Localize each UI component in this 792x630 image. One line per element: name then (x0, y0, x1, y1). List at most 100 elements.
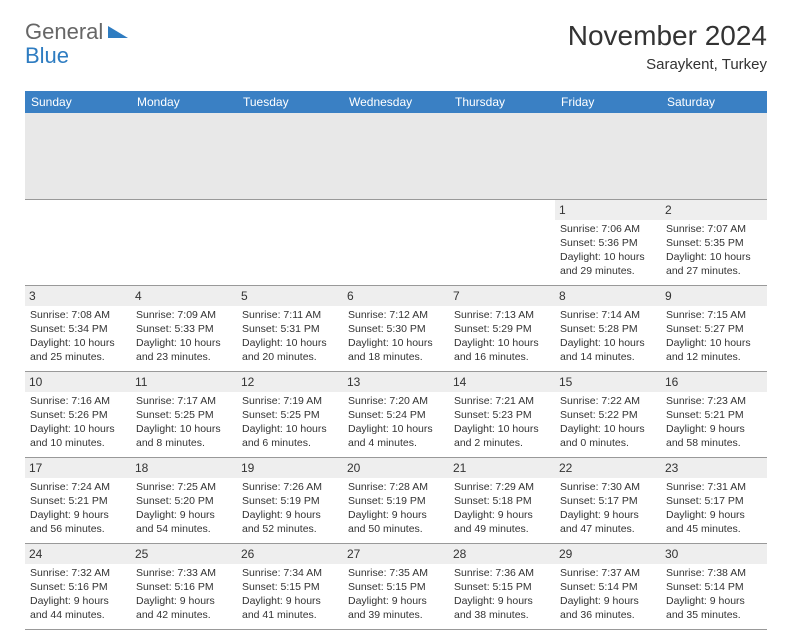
day-number: 5 (237, 286, 343, 306)
day-sunset: Sunset: 5:19 PM (348, 494, 444, 508)
day-dl1: Daylight: 9 hours (136, 508, 232, 522)
day-sunset: Sunset: 5:26 PM (30, 408, 126, 422)
day-sunrise: Sunrise: 7:11 AM (242, 308, 338, 322)
logo-wedge-icon (108, 26, 128, 38)
day-dl1: Daylight: 10 hours (454, 422, 550, 436)
day-dl2: and 12 minutes. (666, 350, 762, 364)
day-dl1: Daylight: 10 hours (348, 336, 444, 350)
day-cell: 1Sunrise: 7:06 AMSunset: 5:36 PMDaylight… (555, 199, 661, 285)
col-wednesday: Wednesday (343, 91, 449, 113)
day-dl2: and 39 minutes. (348, 608, 444, 622)
day-cell: 28Sunrise: 7:36 AMSunset: 5:15 PMDayligh… (449, 543, 555, 629)
day-sunrise: Sunrise: 7:31 AM (666, 480, 762, 494)
weekday-header-row: Sunday Monday Tuesday Wednesday Thursday… (25, 91, 767, 113)
day-sunrise: Sunrise: 7:26 AM (242, 480, 338, 494)
day-sunrise: Sunrise: 7:36 AM (454, 566, 550, 580)
day-sunset: Sunset: 5:16 PM (136, 580, 232, 594)
day-dl2: and 8 minutes. (136, 436, 232, 450)
day-number: 22 (555, 458, 661, 478)
day-number: 26 (237, 544, 343, 564)
day-sunrise: Sunrise: 7:29 AM (454, 480, 550, 494)
day-dl1: Daylight: 9 hours (30, 508, 126, 522)
day-number: 8 (555, 286, 661, 306)
day-cell: 19Sunrise: 7:26 AMSunset: 5:19 PMDayligh… (237, 457, 343, 543)
day-number: 1 (555, 200, 661, 220)
day-sunrise: Sunrise: 7:16 AM (30, 394, 126, 408)
day-number: 2 (661, 200, 767, 220)
day-dl2: and 2 minutes. (454, 436, 550, 450)
day-dl1: Daylight: 9 hours (666, 508, 762, 522)
day-number: 29 (555, 544, 661, 564)
day-sunset: Sunset: 5:15 PM (242, 580, 338, 594)
day-sunset: Sunset: 5:25 PM (242, 408, 338, 422)
logo: General Blue (25, 20, 128, 68)
day-dl2: and 50 minutes. (348, 522, 444, 536)
day-number: 10 (25, 372, 131, 392)
week-row: 3Sunrise: 7:08 AMSunset: 5:34 PMDaylight… (25, 285, 767, 371)
day-cell: 30Sunrise: 7:38 AMSunset: 5:14 PMDayligh… (661, 543, 767, 629)
day-cell: 18Sunrise: 7:25 AMSunset: 5:20 PMDayligh… (131, 457, 237, 543)
day-cell: 21 Sunrise: 7:29 AMSunset: 5:18 PMDayligh… (449, 457, 555, 543)
day-dl1: Daylight: 9 hours (454, 508, 550, 522)
day-number: 7 (449, 286, 555, 306)
day-cell: 29Sunrise: 7:37 AMSunset: 5:14 PMDayligh… (555, 543, 661, 629)
day-dl1: Daylight: 10 hours (30, 422, 126, 436)
day-sunrise: Sunrise: 7:23 AM (666, 394, 762, 408)
day-dl2: and 10 minutes. (30, 436, 126, 450)
day-sunrise: Sunrise: 7:24 AM (30, 480, 126, 494)
day-cell: 6Sunrise: 7:12 AMSunset: 5:30 PMDaylight… (343, 285, 449, 371)
day-sunrise: Sunrise: 7:17 AM (136, 394, 232, 408)
day-sunset: Sunset: 5:17 PM (560, 494, 656, 508)
day-sunrise: Sunrise: 7:13 AM (454, 308, 550, 322)
day-dl2: and 41 minutes. (242, 608, 338, 622)
day-dl2: and 52 minutes. (242, 522, 338, 536)
day-cell: 14Sunrise: 7:21 AMSunset: 5:23 PMDayligh… (449, 371, 555, 457)
day-number: 13 (343, 372, 449, 392)
day-number: 23 (661, 458, 767, 478)
day-sunrise: Sunrise: 7:28 AM (348, 480, 444, 494)
day-cell: 8Sunrise: 7:14 AMSunset: 5:28 PMDaylight… (555, 285, 661, 371)
day-cell: 9Sunrise: 7:15 AMSunset: 5:27 PMDaylight… (661, 285, 767, 371)
col-sunday: Sunday (25, 91, 131, 113)
day-cell: 13Sunrise: 7:20 AMSunset: 5:24 PMDayligh… (343, 371, 449, 457)
day-dl2: and 18 minutes. (348, 350, 444, 364)
day-cell: 2Sunrise: 7:07 AMSunset: 5:35 PMDaylight… (661, 199, 767, 285)
col-thursday: Thursday (449, 91, 555, 113)
day-cell: 26 Sunrise: 7:34 AMSunset: 5:15 PMDayligh… (237, 543, 343, 629)
day-dl1: Daylight: 9 hours (242, 594, 338, 608)
day-dl1: Daylight: 10 hours (30, 336, 126, 350)
day-dl2: and 6 minutes. (242, 436, 338, 450)
day-number: 21 (449, 458, 555, 478)
col-saturday: Saturday (661, 91, 767, 113)
day-sunset: Sunset: 5:23 PM (454, 408, 550, 422)
day-sunset: Sunset: 5:21 PM (30, 494, 126, 508)
day-sunset: Sunset: 5:35 PM (666, 236, 762, 250)
day-number: 19 (237, 458, 343, 478)
day-number: 20 (343, 458, 449, 478)
day-sunrise: Sunrise: 7:35 AM (348, 566, 444, 580)
day-cell: 4Sunrise: 7:09 AMSunset: 5:33 PMDaylight… (131, 285, 237, 371)
day-number: 18 (131, 458, 237, 478)
day-cell: 12Sunrise: 7:19 AMSunset: 5:25 PMDayligh… (237, 371, 343, 457)
day-dl1: Daylight: 9 hours (348, 594, 444, 608)
day-cell: 25Sunrise: 7:33 AMSunset: 5:16 PMDayligh… (131, 543, 237, 629)
day-sunset: Sunset: 5:18 PM (454, 494, 550, 508)
day-sunset: Sunset: 5:34 PM (30, 322, 126, 336)
day-sunrise: Sunrise: 7:21 AM (454, 394, 550, 408)
day-number: 28 (449, 544, 555, 564)
day-number: 27 (343, 544, 449, 564)
day-dl2: and 0 minutes. (560, 436, 656, 450)
day-sunset: Sunset: 5:24 PM (348, 408, 444, 422)
day-dl2: and 4 minutes. (348, 436, 444, 450)
calendar-table: Sunday Monday Tuesday Wednesday Thursday… (25, 91, 767, 630)
week-row: 1Sunrise: 7:06 AMSunset: 5:36 PMDaylight… (25, 199, 767, 285)
day-cell: 20 Sunrise: 7:28 AMSunset: 5:19 PMDayligh… (343, 457, 449, 543)
day-dl1: Daylight: 9 hours (348, 508, 444, 522)
day-sunrise: Sunrise: 7:07 AM (666, 222, 762, 236)
day-dl2: and 16 minutes. (454, 350, 550, 364)
day-cell: 15Sunrise: 7:22 AMSunset: 5:22 PMDayligh… (555, 371, 661, 457)
day-dl1: Daylight: 9 hours (666, 422, 762, 436)
day-number: 4 (131, 286, 237, 306)
col-tuesday: Tuesday (237, 91, 343, 113)
day-sunrise: Sunrise: 7:34 AM (242, 566, 338, 580)
